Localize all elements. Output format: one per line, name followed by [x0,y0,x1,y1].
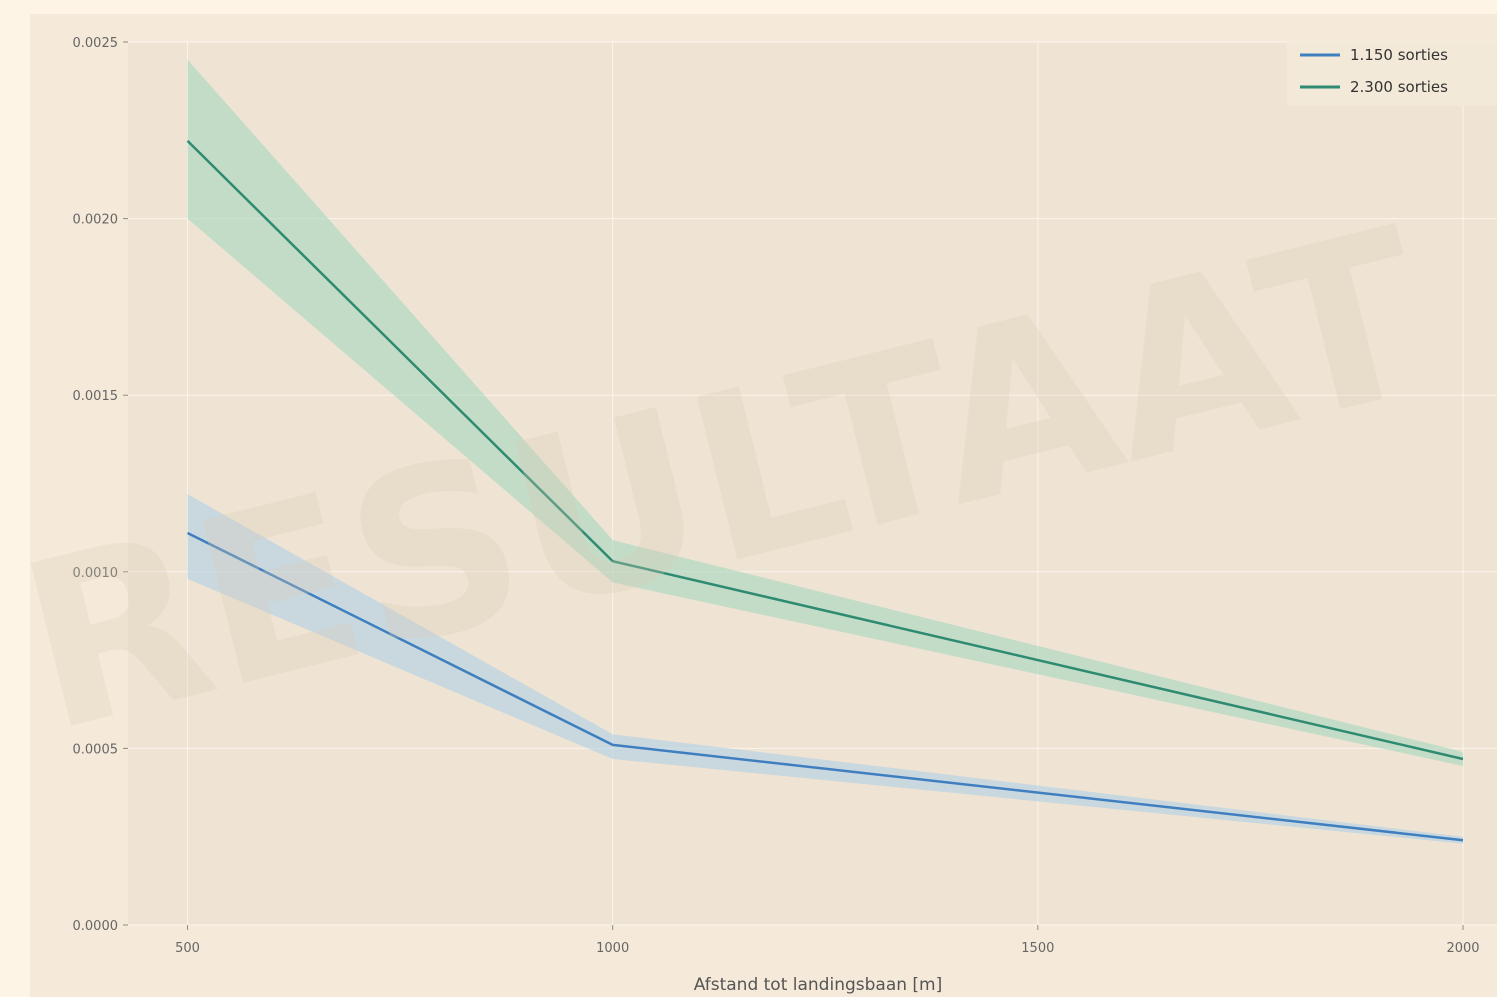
confidence-band [187,59,1463,767]
x-tick-label: 2000 [1446,941,1479,956]
y-tick-label: 0.0000 [73,919,119,934]
y-axis: 0.0000 0.0005 0.0010 0.0015 0.0020 0.0025 [73,36,128,934]
x-tick-label: 1500 [1021,941,1054,956]
y-tick-label: 0.0010 [73,566,119,581]
legend-box [1287,38,1497,106]
confidence-band [187,494,1463,844]
y-tick-label: 0.0020 [73,213,119,228]
series-line [186,140,1464,761]
y-tick-label: 0.0025 [73,36,119,51]
legend-label: 1.150 sorties [1350,46,1448,64]
x-tick-label: 500 [175,941,200,956]
legend: 1.150 sorties 2.300 sorties [1287,38,1497,106]
series-lines [186,140,1464,842]
y-tick-label: 0.0015 [73,389,119,404]
line-chart: 500 1000 1500 2000 0.0000 0.0005 0.0010 0.0015… [30,36,1497,995]
confidence-bands [187,59,1463,844]
x-axis-label: Afstand tot landingsbaan [m] [694,975,943,995]
y-tick-label: 0.0005 [73,742,119,757]
x-tick-label: 1000 [596,941,629,956]
grid [128,41,1497,926]
legend-label: 2.300 sorties [1350,78,1448,96]
chart-figure: 500 1000 1500 2000 0.0000 0.0005 0.0010 0.0015… [30,14,1497,997]
x-axis: 500 1000 1500 2000 [175,925,1480,956]
series-line [186,531,1464,842]
